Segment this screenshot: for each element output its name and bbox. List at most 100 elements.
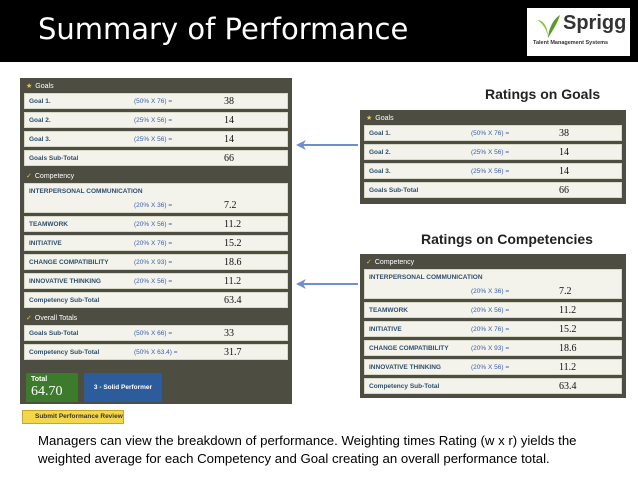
- row-label: Goals Sub-Total: [29, 155, 79, 162]
- row-formula: (20% X 76) =: [471, 326, 510, 333]
- scorecard-panel: ★ Goals Goal 1. (50% X 76) = 38 Goal 2. (25% X…: [360, 110, 626, 204]
- row-value: 18.6: [224, 257, 242, 268]
- row-value: 11.2: [224, 219, 242, 230]
- arrows: [296, 140, 358, 289]
- score-row: INNOVATIVE THINKING (20% X 56) = 11.2: [364, 359, 622, 375]
- score-row: Goals Sub-Total (50% X 66) = 33: [24, 325, 288, 341]
- row-label: Goal 1.: [29, 98, 51, 105]
- row-formula: (20% X 36) =: [134, 202, 173, 209]
- scorecard-panel: ✓ Competency INTERPERSONAL COMMUNICATION (2…: [360, 254, 626, 398]
- score-row: Competency Sub-Total (50% X 63.4) = 31.7: [24, 344, 288, 360]
- score-row: Goal 1. (50% X 76) = 38: [364, 125, 622, 141]
- total-value: 64.70: [31, 384, 63, 399]
- row-label: INTERPERSONAL COMMUNICATION: [29, 188, 143, 195]
- caption: Managers can view the breakdown of perfo…: [38, 433, 577, 466]
- row-formula: (20% X 56) =: [134, 221, 173, 228]
- logo-name: Sprigg: [563, 12, 627, 34]
- header-bar: Summary of Performance Sprigg Talent Man…: [0, 0, 638, 62]
- row-value: 63.4: [559, 381, 577, 392]
- row-label: INNOVATIVE THINKING: [369, 364, 441, 371]
- row-formula: (50% X 76) =: [134, 98, 173, 105]
- total-label: Total: [31, 376, 48, 383]
- row-label: INITIATIVE: [369, 326, 402, 333]
- row-value: 11.2: [224, 276, 242, 287]
- row-formula: (20% X 36) =: [471, 288, 510, 295]
- row-formula: (20% X 93) =: [471, 345, 510, 352]
- score-row: Goal 3. (25% X 56) = 14: [24, 131, 288, 147]
- row-value: 66: [559, 185, 569, 196]
- row-value: 14: [224, 134, 234, 145]
- score-row: Goals Sub-Total 66: [364, 182, 622, 198]
- row-label: Goal 1.: [369, 130, 391, 137]
- row-formula: (25% X 56) =: [134, 136, 173, 143]
- row-label: Competency Sub-Total: [29, 297, 100, 304]
- row-label: CHANGE COMPATIBILITY: [369, 345, 449, 352]
- logo-tagline: Talent Management Systems: [533, 40, 609, 46]
- row-label: Competency Sub-Total: [369, 383, 440, 390]
- row-value: 38: [559, 128, 569, 139]
- row-value: 33: [224, 328, 234, 339]
- section-heading: ✓ Competency: [366, 259, 415, 266]
- row-formula: (20% X 56) =: [134, 278, 173, 285]
- row-label: TEAMWORK: [369, 307, 408, 314]
- section-heading: ✓ Competency: [26, 173, 75, 180]
- row-label: Goal 2.: [29, 117, 51, 124]
- heading-text: Goals: [375, 115, 394, 122]
- row-formula: (25% X 56) =: [471, 168, 510, 175]
- score-row: Goal 3. (25% X 56) = 14: [364, 163, 622, 179]
- heading-text: Goals: [35, 83, 54, 90]
- callout-title: Ratings on Goals: [485, 86, 601, 102]
- row-label: INTERPERSONAL COMMUNICATION: [369, 274, 483, 281]
- row-formula: (20% X 93) =: [134, 259, 173, 266]
- row-label: INNOVATIVE THINKING: [29, 278, 101, 285]
- row-formula: (20% X 56) =: [471, 364, 510, 371]
- row-value: 15.2: [224, 238, 242, 249]
- score-row: INTERPERSONAL COMMUNICATION (20% X 36) = 7…: [24, 183, 288, 213]
- score-row: TEAMWORK (20% X 56) = 11.2: [24, 216, 288, 232]
- total-box: Total 64.70: [26, 373, 78, 402]
- heading-text: Competency: [34, 173, 75, 180]
- score-row: INNOVATIVE THINKING (20% X 56) = 11.2: [24, 273, 288, 289]
- row-value: 11.2: [559, 362, 577, 373]
- row-label: INITIATIVE: [29, 240, 62, 247]
- row-label: Competency Sub-Total: [29, 349, 100, 356]
- logo: Sprigg Talent Management Systems: [527, 8, 630, 56]
- row-value: 14: [559, 166, 569, 177]
- row-formula: (25% X 56) =: [471, 149, 510, 156]
- heading-text: Competency: [374, 259, 415, 266]
- logo-icon: [537, 15, 560, 38]
- scorecard-panel: ★ Goals Goal 1. (50% X 76) = 38 Goal 2. (25% X…: [20, 78, 292, 404]
- score-row: INITIATIVE (20% X 76) = 15.2: [24, 235, 288, 251]
- score-row: Goal 2. (25% X 56) = 14: [364, 144, 622, 160]
- row-formula: (50% X 76) =: [471, 130, 510, 137]
- row-value: 18.6: [559, 343, 577, 354]
- row-label: TEAMWORK: [29, 221, 68, 228]
- row-formula: (20% X 76) =: [134, 240, 173, 247]
- row-label: Goal 3.: [29, 136, 51, 143]
- row-label: Goals Sub-Total: [369, 187, 419, 194]
- row-value: 14: [559, 147, 569, 158]
- row-label: CHANGE COMPATIBILITY: [29, 259, 109, 266]
- score-row: TEAMWORK (20% X 56) = 11.2: [364, 302, 622, 318]
- row-value: 63.4: [224, 295, 242, 306]
- row-formula: (50% X 63.4) =: [134, 349, 178, 356]
- submit-button[interactable]: Submit Performance Review: [22, 410, 124, 424]
- rating-badge: 3 - Solid Performer: [84, 373, 162, 402]
- row-formula: (20% X 56) =: [471, 307, 510, 314]
- row-value: 38: [224, 96, 234, 107]
- row-formula: (50% X 66) =: [134, 330, 173, 337]
- row-value: 7.2: [559, 286, 572, 297]
- slide-title: Summary of Performance: [38, 12, 409, 46]
- score-row: Goal 2. (25% X 56) = 14: [24, 112, 288, 128]
- score-row: Goal 1. (50% X 76) = 38: [24, 93, 288, 109]
- section-heading: ★ Goals: [366, 115, 394, 122]
- row-value: 11.2: [559, 305, 577, 316]
- score-row: CHANGE COMPATIBILITY (20% X 93) = 18.6: [24, 254, 288, 270]
- row-label: Goal 2.: [369, 149, 391, 156]
- row-value: 14: [224, 115, 234, 126]
- score-row: CHANGE COMPATIBILITY (20% X 93) = 18.6: [364, 340, 622, 356]
- row-formula: (25% X 56) =: [134, 117, 173, 124]
- heading-text: Overall Totals: [34, 315, 78, 322]
- section-heading: ✓ Overall Totals: [26, 315, 78, 322]
